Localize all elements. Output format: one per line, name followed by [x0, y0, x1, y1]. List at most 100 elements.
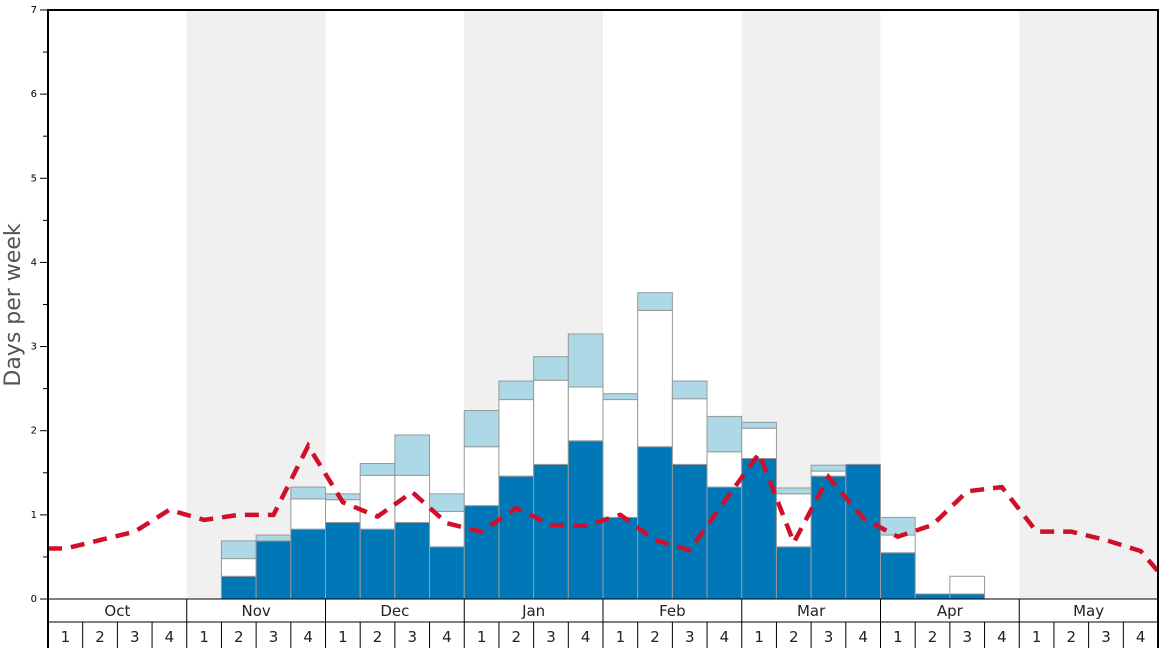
month-label: Dec: [380, 602, 409, 620]
bar-segment-series-3: [429, 493, 465, 512]
week-label: 4: [720, 628, 730, 646]
bar-segment-series-2: [533, 379, 569, 465]
y-tick-label: 1: [31, 510, 37, 521]
week-label: 3: [407, 628, 417, 646]
bar-segment-series-1: [325, 521, 361, 600]
bar-segment-series-1: [533, 463, 569, 600]
bar-segment-series-1: [914, 593, 951, 600]
week-label: 2: [789, 628, 799, 646]
week-label: 3: [685, 628, 695, 646]
average-dashed-line: [48, 441, 1160, 573]
bar-segment-series-3: [706, 415, 743, 453]
month-label: Nov: [241, 602, 270, 620]
bar-segment-series-3: [533, 356, 569, 381]
week-label: 2: [373, 628, 383, 646]
bar-segment-series-2: [498, 399, 535, 477]
bar-segment-series-2: [463, 446, 500, 507]
week-label: 2: [234, 628, 244, 646]
week-label: 4: [303, 628, 313, 646]
bar-segment-series-2: [706, 451, 743, 488]
x-axis: Oct Nov Dec Jan Feb Mar Apr May 1 2 3 4 1 2 3 4 1 2 3 4 1 2 3 4…: [48, 598, 1158, 648]
bar-segment-series-3: [290, 486, 326, 500]
bar-segment-series-2: [602, 399, 639, 518]
bar-segment-series-1: [880, 552, 916, 600]
week-label: 1: [61, 628, 71, 646]
bar-segment-series-2: [220, 558, 257, 577]
week-label: 4: [442, 628, 452, 646]
bar-segment-series-3: [741, 421, 777, 429]
week-label: 1: [477, 628, 487, 646]
bar-segment-series-1: [463, 505, 500, 600]
week-label: 4: [165, 628, 175, 646]
bar-segment-series-1: [498, 475, 535, 600]
bar-segment-series-3: [671, 380, 708, 400]
week-label: 4: [997, 628, 1007, 646]
bar-segment-series-1: [949, 593, 986, 600]
bar-segment-series-1: [845, 463, 881, 600]
bar-segment-series-1: [429, 546, 465, 600]
bar-segment-series-1: [741, 457, 777, 600]
average-line-layer: [48, 441, 1160, 573]
bar-segment-series-3: [810, 464, 847, 472]
week-label: 3: [1101, 628, 1111, 646]
y-tick-label: 4: [31, 257, 37, 268]
bar-segment-series-2: [290, 498, 326, 530]
week-label: 2: [650, 628, 660, 646]
bar-segment-series-2: [637, 309, 673, 448]
week-label: 4: [1136, 628, 1146, 646]
stacked-bars: [220, 292, 986, 600]
week-label: 1: [754, 628, 764, 646]
bar-segment-series-3: [602, 393, 639, 401]
y-tick-label: 6: [31, 89, 37, 100]
month-label: Feb: [659, 602, 686, 620]
week-label: 1: [338, 628, 348, 646]
y-tick-label: 7: [31, 5, 37, 16]
week-label: 3: [269, 628, 279, 646]
week-label: 2: [1067, 628, 1077, 646]
bar-segment-series-1: [220, 575, 257, 600]
bar-segment-series-3: [880, 516, 916, 536]
week-label: 4: [581, 628, 591, 646]
bar-segment-series-2: [359, 474, 396, 530]
y-tick-label: 5: [31, 173, 37, 184]
month-label: May: [1073, 602, 1104, 620]
bar-segment-series-2: [567, 386, 604, 442]
y-tick-label: 3: [31, 342, 37, 353]
plot-frame: [47, 9, 1159, 648]
month-label: Apr: [937, 602, 964, 620]
month-band: [1019, 10, 1158, 599]
month-label: Oct: [104, 602, 130, 620]
y-tick-label: 2: [31, 426, 37, 437]
week-label: 2: [928, 628, 938, 646]
y-axis-label: Days per week: [1, 223, 26, 386]
bar-segment-series-1: [637, 446, 673, 600]
week-label: 1: [199, 628, 209, 646]
bar-segment-series-1: [359, 528, 396, 600]
month-label: Mar: [797, 602, 826, 620]
bar-segment-series-2: [949, 575, 986, 595]
y-tick-label: 0: [31, 594, 37, 605]
week-label: 1: [616, 628, 626, 646]
week-label: 1: [1032, 628, 1042, 646]
y-axis: 0 1 2 3 4 5 6 7: [31, 5, 48, 605]
bar-segment-series-3: [498, 380, 535, 401]
week-label: 4: [858, 628, 868, 646]
bar-segment-series-3: [775, 487, 812, 495]
bar-segment-series-3: [255, 534, 292, 542]
bar-segment-series-3: [359, 463, 396, 476]
bar-segment-series-3: [567, 333, 604, 388]
bar-segment-series-2: [741, 427, 777, 459]
bar-segment-series-1: [255, 540, 292, 600]
bar-segment-series-1: [775, 546, 812, 600]
week-label: 3: [130, 628, 140, 646]
bar-segment-series-3: [394, 434, 431, 476]
bar-segment-series-1: [290, 528, 326, 600]
week-label: 2: [95, 628, 105, 646]
week-label: 2: [512, 628, 522, 646]
bar-segment-series-2: [671, 398, 708, 465]
bar-segment-series-1: [394, 521, 431, 600]
month-label: Jan: [521, 602, 545, 620]
week-label: 1: [893, 628, 903, 646]
bar-segment-series-1: [602, 516, 639, 600]
